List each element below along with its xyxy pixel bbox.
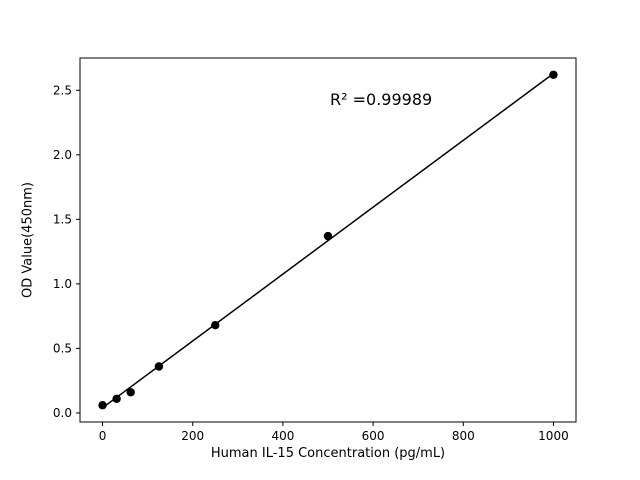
plot-frame [79, 57, 577, 423]
x-tick-label: 1000 [538, 429, 569, 443]
y-tick-label: 1.5 [53, 212, 72, 226]
x-tick-label: 200 [181, 429, 204, 443]
data-point [98, 401, 107, 410]
y-tick-label: 2.5 [53, 83, 72, 97]
r-squared-annotation: R² =0.99989 [330, 90, 433, 109]
data-point [112, 394, 121, 403]
y-axis-label: OD Value(450nm) [20, 182, 36, 298]
x-tick-label: 0 [99, 429, 107, 443]
data-point [323, 231, 333, 241]
x-tick-label: 400 [271, 429, 294, 443]
fit-line [102, 72, 554, 409]
data-point [154, 362, 164, 371]
y-tick-label: 1.0 [53, 277, 72, 291]
x-tick-label: 800 [452, 429, 475, 443]
y-tick-label: 0.5 [53, 341, 72, 355]
x-axis-label: Human IL-15 Concentration (pg/mL) [210, 446, 446, 461]
y-tick-label: 2.0 [53, 148, 72, 162]
x-tick-label: 600 [362, 429, 385, 443]
data-point [549, 70, 558, 79]
data-point [211, 320, 220, 330]
data-point [126, 388, 135, 397]
y-tick-label: 0.0 [53, 406, 72, 420]
